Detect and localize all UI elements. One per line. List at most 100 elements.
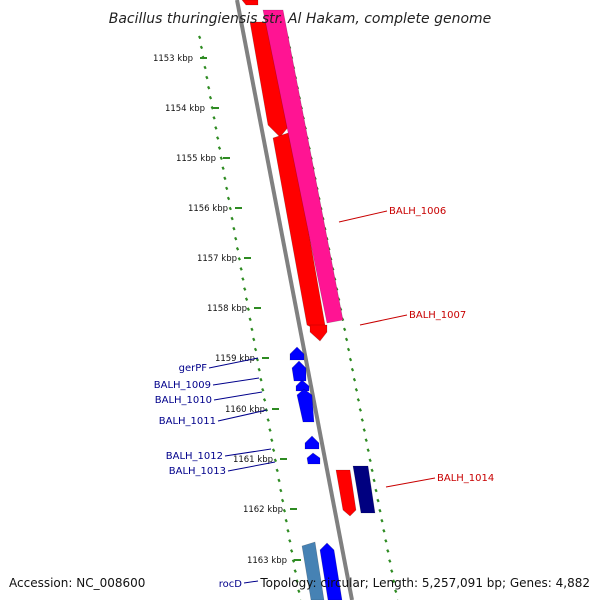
ruler-right-tick — [348, 357, 353, 362]
ruler-right-tick — [374, 488, 378, 493]
accession-text: Accession: NC_008600 — [9, 576, 145, 590]
ruler-left-tick — [252, 337, 256, 342]
ruler-right-tick — [394, 589, 398, 594]
ruler-left-tick — [268, 428, 272, 432]
gene-label-balh-1006[interactable]: BALH_1006 — [389, 206, 446, 217]
ruler-right-tick — [342, 327, 347, 332]
gene-feature-blue — [319, 542, 343, 600]
genome-title: Bacillus thuringiensis str. Al Hakam, co… — [109, 11, 492, 27]
gene-label-rocd[interactable]: rocD — [219, 579, 243, 590]
ruler-left-tick — [286, 529, 290, 533]
ruler-left-tick — [295, 579, 299, 583]
ruler-right-tick — [368, 458, 372, 463]
ruler-left-tick — [216, 136, 220, 140]
ruler-right-tick — [364, 438, 368, 442]
gene-feature-pink — [262, 9, 344, 324]
ruler-right-tick — [378, 508, 382, 513]
ruler-tick-label: 1154 kbp — [165, 104, 205, 114]
gene-leader-line — [338, 210, 388, 223]
ruler-right-tick — [362, 428, 366, 432]
ruler-tick-label: 1159 kbp — [215, 354, 255, 364]
ruler-left-tick — [239, 267, 243, 271]
ruler-left-tick — [270, 438, 274, 442]
gene-label-balh-1012[interactable]: BALH_1012 — [166, 451, 223, 462]
ruler-left-tick — [198, 35, 202, 40]
gene-leader-line — [208, 357, 259, 369]
ruler-left-tick — [280, 498, 285, 503]
gene-leader-line — [385, 477, 436, 488]
ruler-right-tick — [384, 539, 388, 543]
ruler-left-tick — [262, 398, 267, 402]
ruler-tick-label: 1160 kbp — [225, 405, 265, 415]
gene-label-gerpf[interactable]: gerPF — [179, 363, 208, 374]
ruler-left-tick — [223, 176, 227, 181]
gene-feature-navy — [352, 465, 376, 514]
ruler-right-tick — [354, 388, 359, 392]
ruler-tick-label: 1158 kbp — [207, 304, 247, 314]
gene-feature-red — [335, 469, 357, 517]
ruler-left-tick — [282, 508, 287, 513]
gene-feature-blue — [304, 435, 320, 450]
ruler-left-tick — [275, 468, 279, 473]
gene-label-balh-1010[interactable]: BALH_1010 — [155, 395, 212, 406]
ruler-left-tick — [288, 539, 292, 543]
ruler-left-tick — [205, 75, 209, 80]
ruler-right-tick — [366, 448, 370, 453]
ruler-right-tick — [390, 569, 394, 573]
gene-leader-line — [243, 580, 259, 584]
ruler-left-tick — [221, 166, 225, 171]
gene-label-balh-1007[interactable]: BALH_1007 — [409, 310, 466, 321]
ruler-right-tick — [388, 559, 392, 563]
genome-backbone — [235, 0, 354, 600]
ruler-left-tick — [243, 287, 247, 291]
ruler-right-tick — [386, 549, 390, 553]
ruler-left-tick — [273, 458, 278, 463]
ruler-left-tick — [230, 216, 234, 221]
ruler-left-tick — [212, 116, 216, 120]
ruler-left-tick — [225, 186, 229, 191]
gene-label-balh-1011[interactable]: BALH_1011 — [159, 416, 216, 427]
ruler-left-tick — [253, 347, 258, 352]
ruler-right-tick — [382, 529, 386, 533]
ruler-left-tick — [248, 317, 252, 322]
ruler-right-tick — [358, 408, 362, 412]
ruler-left-tick — [234, 236, 238, 241]
gene-leader-line — [359, 314, 408, 326]
gene-feature-blue — [296, 388, 315, 423]
ruler-tick-label: 1153 kbp — [153, 54, 193, 64]
ruler-left-tick — [228, 206, 232, 211]
ruler-left-tick — [203, 65, 207, 70]
ruler-left-tick — [208, 95, 213, 100]
gene-label-balh-1009[interactable]: BALH_1009 — [154, 380, 211, 391]
gene-feature-blue — [306, 452, 321, 465]
gene-labels: BALH_1006 BALH_1007 BALH_1014 gerPF BALH_100… — [154, 206, 495, 590]
ruler-left-tick — [266, 418, 270, 422]
label-leader-lines — [208, 210, 436, 584]
ruler-right-tick — [346, 347, 351, 352]
gene-label-balh-1013[interactable]: BALH_1013 — [169, 466, 226, 477]
gene-leader-line — [213, 391, 263, 401]
gene-feature-red — [241, 0, 259, 6]
ruler-left-tick — [284, 518, 288, 523]
gene-label-balh-1014[interactable]: BALH_1014 — [437, 473, 494, 484]
gene-leader-line — [224, 448, 272, 457]
gene-leader-line — [212, 377, 260, 386]
ruler-right-tick — [372, 478, 376, 483]
gene-leader-line — [217, 409, 268, 422]
ruler-left-tick — [297, 589, 301, 594]
ruler-right-tick — [392, 579, 396, 583]
ruler-right-tick — [370, 468, 374, 473]
ruler-left-tick — [277, 478, 281, 483]
ruler-left-tick — [293, 569, 297, 573]
ruler-tick-label: 1163 kbp — [247, 556, 287, 566]
ruler-tick-label: 1162 kbp — [243, 505, 283, 515]
ruler-left-tick — [241, 277, 245, 281]
ruler-right-tick — [344, 337, 349, 342]
gene-features — [241, 0, 376, 600]
ruler-left — [198, 35, 302, 600]
ruler-left-tick — [257, 367, 261, 372]
ruler-right-tick — [350, 367, 355, 372]
gene-feature-red — [309, 324, 328, 342]
